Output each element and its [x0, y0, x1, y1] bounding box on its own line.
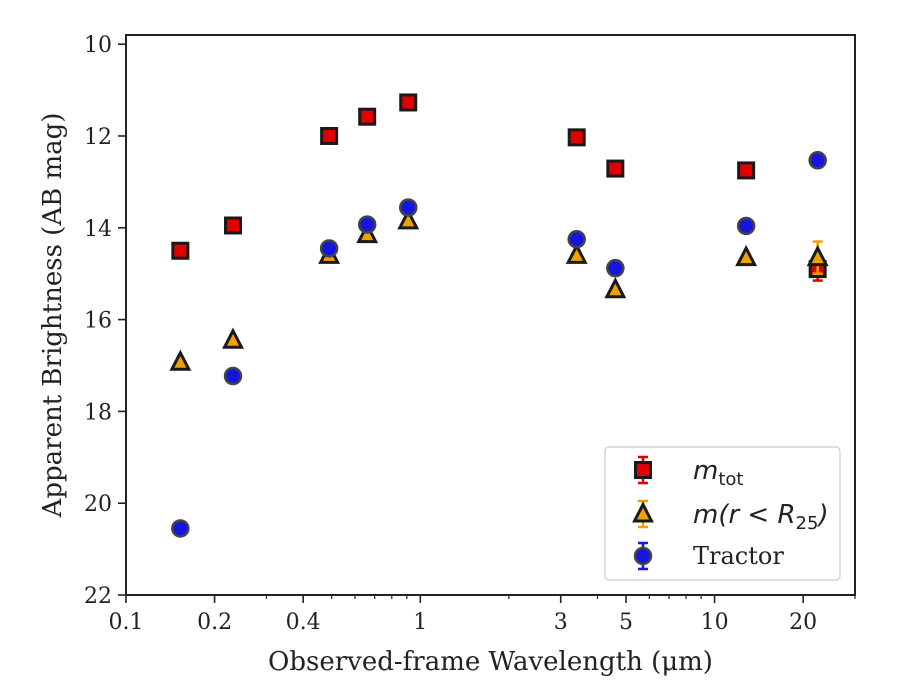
point-triangle — [565, 242, 588, 264]
series-triangle — [169, 208, 829, 371]
point-triangle — [735, 244, 758, 267]
point-circle — [319, 239, 339, 258]
y-tick-label: 18 — [84, 400, 112, 425]
point-square — [171, 241, 190, 260]
point-circle — [398, 198, 418, 217]
legend-marker-triangle — [632, 501, 654, 523]
legend-marker-square — [634, 461, 652, 479]
x-tick-label: 1 — [413, 610, 427, 635]
point-triangle — [806, 244, 829, 267]
point-square — [358, 107, 377, 126]
point-square — [606, 159, 625, 178]
x-tick-label: 3 — [554, 610, 568, 635]
point-triangle — [604, 276, 627, 299]
data-points — [169, 93, 829, 538]
x-tick-label: 10 — [701, 610, 729, 635]
y-tick-label: 14 — [84, 217, 112, 242]
point-square — [399, 93, 418, 112]
legend-label: Tractor — [693, 542, 784, 570]
y-tick-label: 20 — [84, 492, 112, 517]
y-axis-ticks: 10 12 14 16 18 20 22 — [84, 33, 126, 609]
x-tick-label: 20 — [789, 610, 817, 635]
series-circle — [171, 151, 827, 538]
x-tick-label: 5 — [619, 610, 633, 635]
point-circle — [171, 519, 190, 538]
x-tick-label: 0.1 — [109, 610, 144, 635]
point-square — [737, 161, 756, 180]
x-axis-ticks: 0.1 0.2 0.4 1 3 5 10 20 — [109, 595, 856, 635]
legend-box — [604, 446, 841, 581]
point-circle — [606, 258, 625, 278]
point-triangle — [222, 327, 244, 349]
y-tick-label: 12 — [84, 125, 112, 150]
point-circle — [357, 215, 377, 234]
point-triangle — [169, 349, 192, 371]
point-circle — [808, 151, 827, 170]
point-square — [567, 128, 586, 147]
x-tick-label: 0.2 — [197, 610, 232, 635]
x-tick-label: 0.4 — [286, 610, 321, 635]
point-square — [320, 126, 339, 145]
point-circle — [223, 366, 243, 386]
point-circle — [736, 216, 756, 236]
plot-frame — [125, 34, 856, 596]
y-tick-label: 10 — [84, 33, 112, 58]
x-axis-label: Observed-frame Wavelength (μm) — [268, 647, 713, 677]
legend-marker-circle — [633, 546, 653, 566]
point-triangle — [397, 208, 420, 230]
y-tick-label: 16 — [84, 309, 112, 334]
y-axis-label: Apparent Brightness (AB mag) — [38, 113, 68, 519]
y-tick-label: 22 — [84, 584, 112, 609]
point-circle — [567, 230, 586, 249]
point-square — [224, 216, 243, 235]
